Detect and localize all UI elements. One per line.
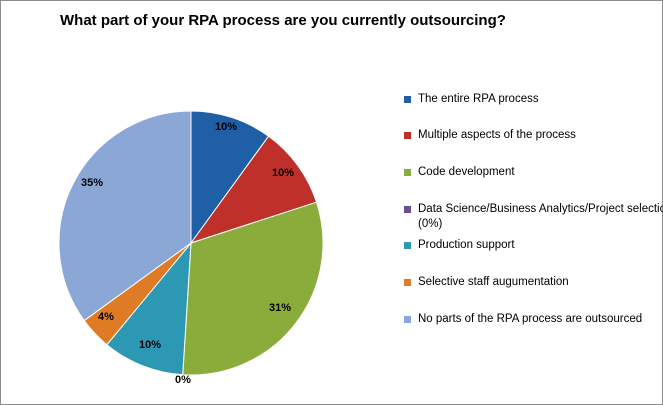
legend-swatch-0 [404,96,411,103]
legend-label-0: The entire RPA process [418,93,539,105]
data-label-3: 0% [175,374,191,386]
pie-slice-2 [182,201,324,376]
pie-slice-1 [189,135,318,244]
legend-label-4: Production support [418,239,515,251]
legend-swatch-1 [404,132,411,139]
legend-item-5: Selective staff augumentation [404,275,663,290]
data-label-6: 35% [81,177,103,189]
legend-swatch-5 [404,279,411,286]
legend-item-4: Production support [404,238,663,253]
legend-swatch-6 [404,316,411,323]
legend-label-3: Data Science/Business Analytics/Project … [418,203,663,230]
legend-item-1: Multiple aspects of the process [404,128,663,143]
legend-item-0: The entire RPA process [404,92,663,107]
legend-item-3: Data Science/Business Analytics/Project … [404,202,663,232]
pie-slice-4 [106,241,192,376]
legend-swatch-2 [404,169,411,176]
chart-title: What part of your RPA process are you cu… [60,12,506,29]
data-label-5: 4% [98,311,114,323]
legend-swatch-3 [404,206,411,213]
legend-item-2: Code development [404,165,663,180]
data-label-0: 10% [215,121,237,133]
legend-swatch-4 [404,242,411,249]
legend-label-5: Selective staff augumentation [418,276,569,288]
data-label-2: 31% [269,302,291,314]
pie-slice-6 [58,110,192,322]
data-label-1: 10% [272,167,294,179]
legend-label-2: Code development [418,166,515,178]
data-label-4: 10% [139,339,161,351]
legend-label-6: No parts of the RPA process are outsourc… [418,313,643,325]
legend-label-1: Multiple aspects of the process [418,129,576,141]
legend-item-6: No parts of the RPA process are outsourc… [404,312,663,327]
pie-slice-0 [190,110,270,245]
